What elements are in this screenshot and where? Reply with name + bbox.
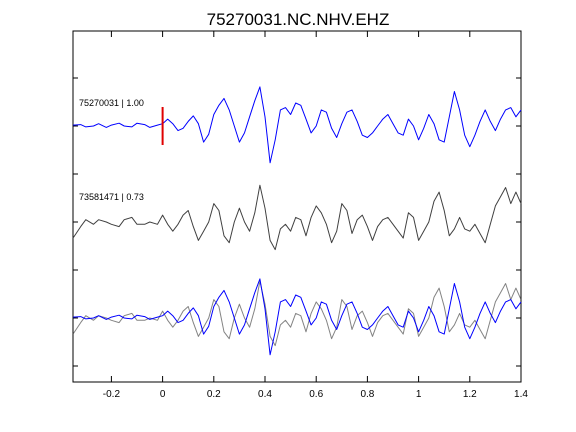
x-tick-label: 0.4 bbox=[258, 389, 272, 400]
overlay-trace-73581471 bbox=[72, 280, 522, 347]
x-axis: -0.2 0 0.2 0.4 0.6 0.8 1 1.2 1.4 bbox=[103, 31, 528, 400]
x-tick-label: 0.2 bbox=[207, 389, 221, 400]
x-tick-label: 0.6 bbox=[309, 389, 323, 400]
x-tick-label: -0.2 bbox=[103, 389, 121, 400]
x-tick-label: 1.4 bbox=[514, 389, 528, 400]
x-tick-label: 1.2 bbox=[463, 389, 477, 400]
trace-73581471 bbox=[72, 184, 522, 251]
trace-label: 75270031 | 1.00 bbox=[79, 98, 144, 108]
x-tick-label: 0 bbox=[160, 389, 166, 400]
overlay-trace-75270031 bbox=[72, 278, 522, 356]
x-tick-label: 0.8 bbox=[360, 389, 374, 400]
trace-layer bbox=[72, 86, 522, 356]
trace-labels: 75270031 | 1.00 73581471 | 0.73 bbox=[79, 98, 144, 202]
trace-label: 73581471 | 0.73 bbox=[79, 192, 144, 202]
plot-frame bbox=[72, 30, 522, 383]
x-tick-label: 1 bbox=[416, 389, 422, 400]
y-axis-ticks bbox=[73, 77, 521, 367]
chart-title: 75270031.NC.NHV.EHZ bbox=[207, 10, 390, 29]
